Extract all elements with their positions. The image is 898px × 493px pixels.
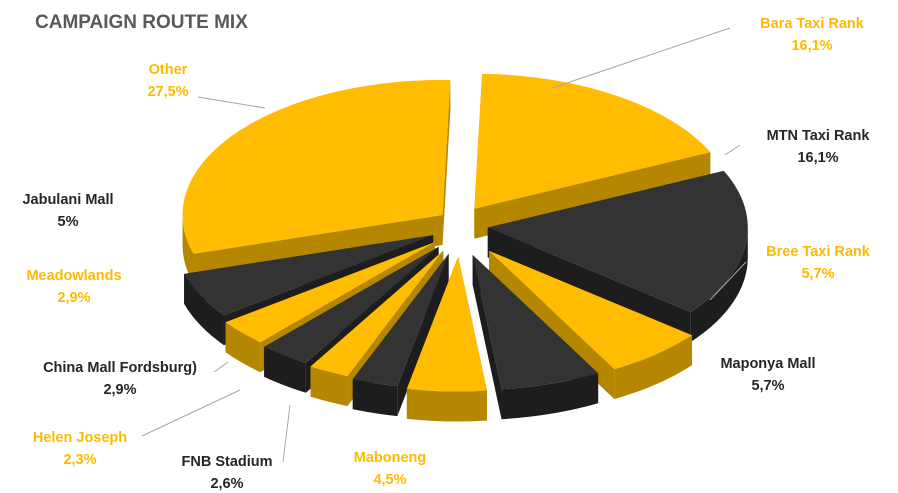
slice-value-label: 5,7% — [751, 378, 784, 394]
pie-slice-rim — [182, 214, 194, 284]
leader-line — [709, 261, 747, 301]
slice-value-label: 2,9% — [103, 382, 136, 398]
slice-label: Maponya Mall — [720, 356, 815, 372]
leader-line — [197, 96, 266, 109]
pie-slice-rim — [501, 373, 599, 420]
pie-slice-wall — [472, 255, 502, 420]
pie-slice-top-bara-taxi-rank — [474, 73, 711, 209]
leader-line — [213, 361, 229, 373]
pie-slice-rim — [352, 379, 398, 417]
slice-label: China Mall Fordsburg) — [43, 360, 197, 376]
slice-label: Helen Joseph — [33, 430, 127, 446]
pie-slice-top-china-mall-fordsburg — [264, 246, 439, 363]
pie-slice-top-meadowlands — [225, 242, 435, 343]
slice-label: Bara Taxi Rank — [760, 16, 865, 32]
pie-slice-rim — [690, 227, 748, 342]
slice-value-label: 2,6% — [210, 476, 243, 492]
slice-value-label: 5,7% — [801, 266, 834, 282]
pie-slices — [182, 73, 748, 422]
slice-label: Maboneng — [354, 450, 427, 466]
slice-label: MTN Taxi Rank — [767, 128, 871, 144]
slice-label: Meadowlands — [26, 268, 121, 284]
slice-label: Other — [149, 62, 188, 78]
slice-value-label: 2,9% — [57, 290, 90, 306]
slice-value-label: 2,3% — [63, 452, 96, 468]
leader-lines — [141, 27, 747, 463]
leader-line — [551, 27, 731, 89]
slice-value-label: 27,5% — [147, 84, 188, 100]
pie-slice — [406, 256, 487, 422]
slice-value-label: 16,1% — [791, 38, 832, 54]
pie-slice-top-jabulani-mall — [184, 235, 434, 316]
slice-labels: Bara Taxi Rank 16,1% MTN Taxi Rank 16,1% Bre… — [22, 16, 870, 492]
pie-slice-rim — [184, 273, 224, 346]
pie-slice-wall — [442, 80, 451, 245]
pie-slice-top-maboneng — [406, 256, 487, 392]
slice-value-label: 5% — [58, 214, 79, 230]
pie-slice — [472, 255, 599, 420]
pie-slice-wall — [487, 227, 691, 342]
leader-line — [724, 144, 741, 156]
pie-slice-rim — [614, 335, 692, 400]
pie-slice-top-bree-taxi-rank — [488, 250, 692, 370]
leader-line — [141, 389, 241, 437]
slice-value-label: 16,1% — [797, 150, 838, 166]
pie-slice-top-maponya-mall — [472, 255, 599, 390]
pie-slice-rim — [310, 366, 348, 407]
pie-slice-top-fnb-stadium — [352, 253, 449, 387]
pie-slice-rim — [264, 346, 306, 393]
slice-value-label: 4,5% — [373, 472, 406, 488]
slice-label: Bree Taxi Rank — [766, 244, 871, 260]
leader-line — [282, 404, 291, 463]
pie-slice-top-other — [182, 79, 451, 254]
pie-slice-rim — [406, 388, 487, 422]
pie-slice-top-mtn-taxi-rank — [487, 170, 748, 312]
pie-slice — [352, 253, 449, 417]
chart-title: CAMPAIGN ROUTE MIX — [35, 12, 248, 33]
pie-slice-rim — [225, 322, 261, 373]
pie-slice-top-helen-joseph — [310, 250, 444, 377]
slice-label: Jabulani Mall — [22, 192, 113, 208]
pie-slice — [487, 170, 748, 342]
slice-label: FNB Stadium — [181, 454, 272, 470]
